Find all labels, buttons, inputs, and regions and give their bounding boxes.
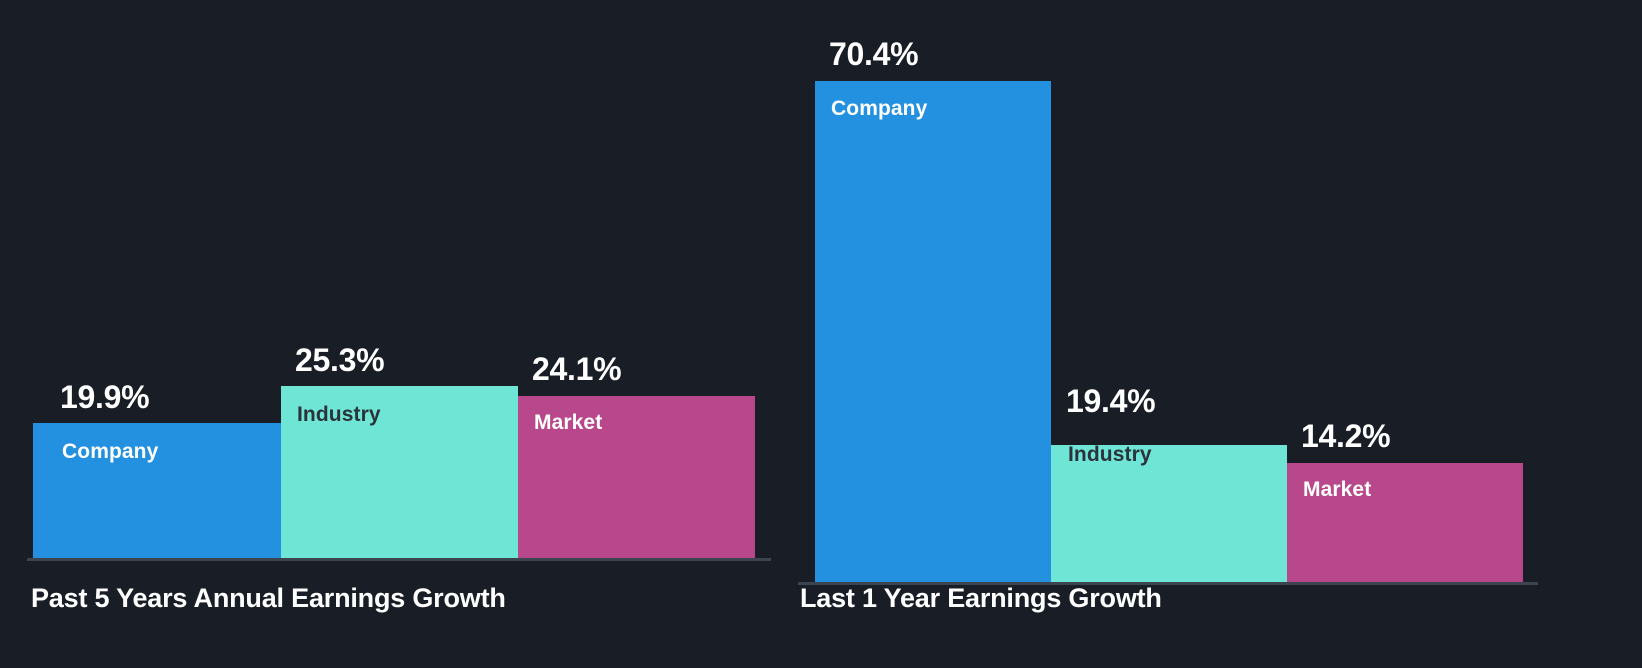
bar-series-label-market-past-5-years: Market: [534, 411, 603, 434]
bar-value-label-market-last-1-year: 14.2%: [1301, 418, 1391, 454]
bar-industry-past-5-years[interactable]: [281, 386, 518, 560]
bar-company-last-1-year[interactable]: [815, 81, 1051, 584]
bar-value-label-company-past-5-years: 19.9%: [60, 379, 150, 415]
bar-market-past-5-years[interactable]: [518, 396, 755, 560]
bar-value-label-company-last-1-year: 70.4%: [829, 36, 919, 72]
bar-series-label-market-last-1-year: Market: [1303, 478, 1372, 501]
chart-panel-past-5-years: Company 19.9% Industry 25.3% Market 24.1…: [0, 0, 790, 668]
axis-baseline-past-5-years: [27, 558, 771, 561]
axis-baseline-last-1-year: [798, 582, 1538, 585]
bar-market-last-1-year[interactable]: [1287, 463, 1523, 584]
bar-series-label-industry-last-1-year: Industry: [1068, 443, 1152, 466]
chart-panel-last-1-year: Company 70.4% Industry 19.4% Market 14.2…: [790, 0, 1642, 668]
bar-series-label-company-past-5-years: Company: [62, 440, 159, 463]
chart-title-past-5-years: Past 5 Years Annual Earnings Growth: [31, 583, 506, 613]
bar-series-label-industry-past-5-years: Industry: [297, 403, 381, 426]
chart-title-last-1-year: Last 1 Year Earnings Growth: [800, 583, 1162, 613]
bar-series-label-company-last-1-year: Company: [831, 97, 928, 120]
bar-value-label-industry-last-1-year: 19.4%: [1066, 383, 1156, 419]
bar-company-past-5-years[interactable]: [33, 423, 281, 560]
bar-value-label-industry-past-5-years: 25.3%: [295, 342, 385, 378]
bar-value-label-market-past-5-years: 24.1%: [532, 351, 622, 387]
bar-industry-last-1-year[interactable]: [1051, 445, 1287, 584]
